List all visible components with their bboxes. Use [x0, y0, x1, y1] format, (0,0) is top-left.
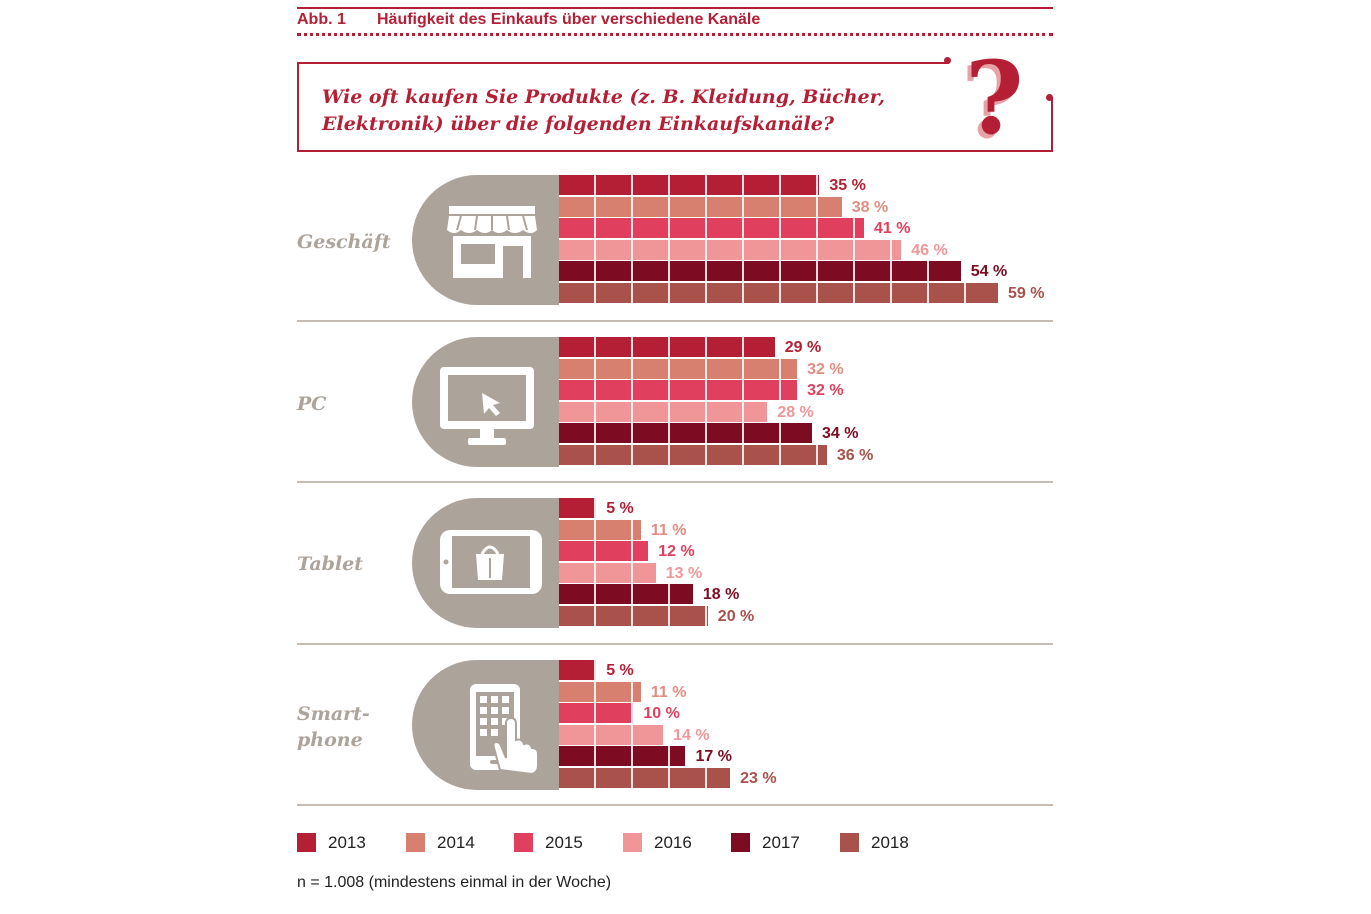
value-label: 11 % [650, 521, 687, 539]
bar [559, 703, 634, 724]
bar [559, 218, 865, 239]
bar [559, 423, 812, 444]
legend-swatch [514, 833, 533, 852]
value-label: 35 % [829, 177, 866, 194]
tablet-icon [440, 530, 542, 594]
group-separator [297, 643, 1053, 645]
monitor-icon [440, 367, 534, 445]
category-label-pc: PC [297, 393, 327, 415]
legend-swatch [406, 833, 425, 852]
group-separator [297, 320, 1053, 322]
category-label-geschaeft: Geschäft [297, 231, 391, 253]
legend-label: 2016 [654, 833, 692, 852]
smartphone-icon [470, 684, 539, 774]
store-pill [412, 175, 559, 305]
legend-swatch [731, 833, 750, 852]
bar [559, 239, 902, 260]
value-label: 18 % [702, 586, 740, 604]
bar [559, 261, 961, 282]
store-icon [447, 206, 537, 278]
value-label: 20 % [717, 608, 755, 625]
question-text: Wie oft kaufen Sie Produkte (z. B. Kleid… [322, 86, 885, 135]
legend-swatch [840, 833, 859, 852]
value-label: 17 % [695, 748, 732, 766]
value-label: 13 % [665, 564, 703, 582]
figure-header: Abb. 1 Häufigkeit des Einkaufs über versc… [297, 11, 760, 29]
group-separator [297, 481, 1053, 483]
smartphone-pill [412, 660, 559, 790]
bar [559, 724, 664, 745]
bar [559, 337, 775, 357]
bar [559, 681, 641, 702]
bar [559, 358, 798, 379]
value-label: 38 % [851, 198, 889, 216]
bar [559, 584, 693, 605]
value-label: 32 % [807, 382, 844, 400]
tablet-pill [412, 498, 559, 628]
bar [559, 746, 686, 767]
question-mark-icon: ?? [961, 39, 1024, 161]
figure-number: Abb. 1 [297, 11, 346, 28]
figure: Abb. 1 Häufigkeit des Einkaufs über versc… [297, 0, 1053, 914]
value-label: 32 % [807, 360, 844, 378]
dotted-rule [297, 33, 1053, 36]
bar [559, 445, 827, 465]
axis-line [557, 337, 559, 467]
value-label: 28 % [777, 403, 814, 421]
legend: 2013 2014 2015 2016 2017 2018 [297, 831, 1057, 853]
value-label: 59 % [1007, 285, 1045, 302]
value-label: 12 % [658, 543, 695, 561]
value-label: 54 % [970, 263, 1008, 281]
bar [559, 175, 820, 195]
legend-label: 2014 [437, 833, 475, 852]
bar [559, 541, 649, 562]
question-box-dot [944, 57, 951, 64]
bar [559, 562, 656, 583]
axis-line [557, 498, 559, 628]
figure-title: Häufigkeit des Einkaufs über verschieden… [377, 11, 761, 28]
bar [559, 283, 998, 303]
axis-line [557, 660, 559, 790]
legend-swatch [297, 833, 316, 852]
question-box [297, 62, 1053, 152]
question-box-dot [1046, 94, 1053, 101]
group-separator [297, 804, 1053, 806]
value-label: 23 % [740, 770, 777, 787]
value-label: 34 % [821, 425, 859, 443]
legend-swatch [623, 833, 642, 852]
value-label: 36 % [836, 447, 874, 464]
bar [559, 768, 731, 788]
bar [559, 606, 708, 626]
bar [559, 519, 641, 540]
bar [559, 660, 597, 680]
value-label: 46 % [911, 241, 948, 259]
category-label-smartphone: Smart- phone [297, 703, 370, 751]
legend-label: 2013 [328, 833, 366, 852]
value-label: 11 % [650, 683, 687, 701]
bar [559, 380, 798, 401]
sample-note: n = 1.008 (mindestens einmal in der Woch… [297, 874, 612, 891]
pc-pill [412, 337, 559, 467]
top-rule [297, 7, 1053, 9]
legend-label: 2015 [545, 833, 583, 852]
legend-label: 2018 [871, 833, 909, 852]
axis-line [557, 175, 559, 305]
bar [559, 498, 597, 518]
legend-label: 2017 [762, 833, 800, 852]
value-label: 14 % [673, 726, 710, 744]
value-label: 29 % [784, 339, 822, 356]
category-label-tablet: Tablet [297, 553, 363, 575]
bar [559, 401, 768, 422]
bar [559, 196, 842, 217]
value-label: 5 % [606, 500, 634, 517]
value-label: 10 % [643, 705, 680, 723]
value-label: 5 % [606, 662, 634, 679]
value-label: 41 % [874, 220, 911, 238]
